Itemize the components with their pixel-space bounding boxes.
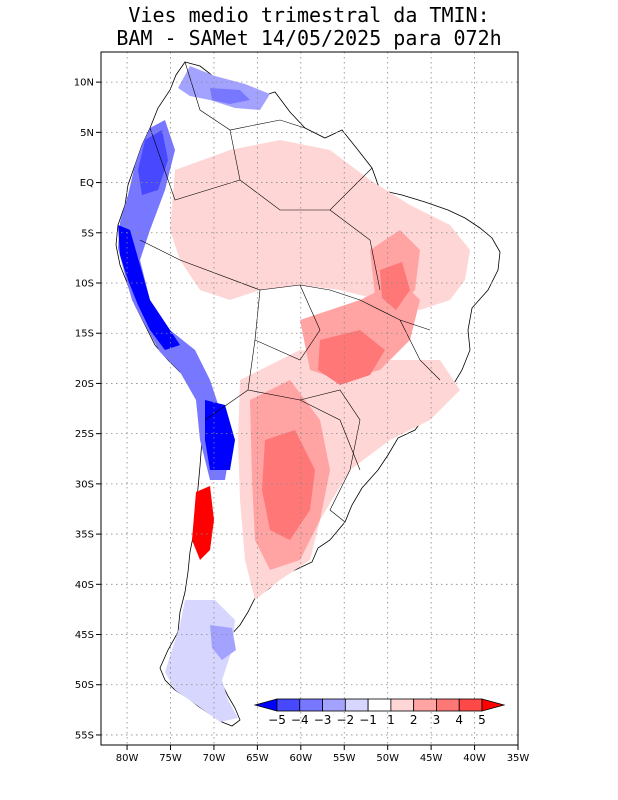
lon-tick-label: 35W (507, 753, 530, 764)
lat-tick-label: 5S (81, 228, 94, 239)
colorbar-label: −3 (314, 713, 332, 727)
colorbar-bin (367, 698, 392, 712)
lat-tick-label: 25S (75, 429, 94, 440)
cold-bias-chile-north (205, 400, 235, 470)
lat-tick-label: 20S (75, 379, 94, 390)
colorbar-bin (390, 698, 415, 712)
graticule (101, 52, 519, 745)
lon-tick-label: 80W (116, 753, 139, 764)
cold-bias-patagonia-core (210, 625, 236, 660)
colorbar-max-triangle (481, 698, 506, 712)
map-frame (100, 51, 519, 746)
cold-bias-colombia (138, 130, 168, 195)
lon-tick-label: 55W (333, 753, 356, 764)
colorbar-label: −2 (336, 713, 354, 727)
colorbar-label: −5 (268, 713, 286, 727)
colorbar-label: 2 (410, 713, 418, 727)
lat-tick-label: 40S (75, 580, 94, 591)
colorbar: −5 −4 −3 −2 −1 1 2 3 4 5 (253, 698, 506, 727)
colorbar-label: 1 (387, 713, 395, 727)
longitude-axis: 80W 75W 70W 65W 60W 55W 50W 45W 40W 35W (116, 745, 530, 764)
colorbar-label: −1 (359, 713, 377, 727)
strong-warm-bias-central (318, 330, 385, 385)
map-title-line-2: BAM - SAMet 14/05/2025 para 072h (116, 26, 502, 50)
cold-bias-peru-coast (118, 225, 180, 350)
colorbar-bin (458, 698, 483, 712)
lon-tick-label: 65W (246, 753, 269, 764)
lon-tick-label: 70W (203, 753, 226, 764)
lat-tick-label: 45S (75, 630, 94, 641)
lat-tick-label: 10N (74, 78, 94, 89)
country-borders (139, 61, 441, 523)
lat-tick-label: EQ (80, 178, 94, 189)
latitude-axis: 10N 5N EQ 5S 10S 15S 20S 25S 30S 35S 40S 45S 50S 55S (74, 78, 101, 741)
lon-tick-label: 60W (290, 753, 313, 764)
lon-tick-label: 45W (420, 753, 443, 764)
colorbar-label: 3 (433, 713, 441, 727)
lat-tick-label: 5N (80, 128, 94, 139)
lat-tick-label: 10S (75, 279, 94, 290)
lon-tick-label: 50W (376, 753, 399, 764)
cold-bias-andes (118, 120, 230, 480)
colorbar-bin (299, 698, 323, 712)
lat-tick-label: 55S (75, 730, 94, 741)
colorbar-bin (413, 698, 437, 712)
lat-tick-label: 15S (75, 329, 94, 340)
lat-tick-label: 35S (75, 530, 94, 541)
colorbar-bin (436, 698, 460, 712)
colorbar-bin (276, 698, 301, 712)
colorbar-label: 5 (478, 713, 486, 727)
colorbar-label: −4 (291, 713, 309, 727)
cold-bias-caribbean-core (210, 88, 250, 104)
lon-tick-label: 75W (159, 753, 182, 764)
colorbar-bin (322, 698, 346, 712)
lon-tick-label: 40W (463, 753, 486, 764)
colorbar-label: 4 (455, 713, 463, 727)
strong-warm-bias-region (262, 430, 315, 540)
lat-tick-label: 50S (75, 680, 94, 691)
colorbar-bin (344, 698, 369, 712)
very-strong-warm-bias-chile (192, 486, 214, 560)
lat-tick-label: 30S (75, 479, 94, 490)
map-title-line-1: Vies medio trimestral da TMIN: (128, 3, 490, 27)
